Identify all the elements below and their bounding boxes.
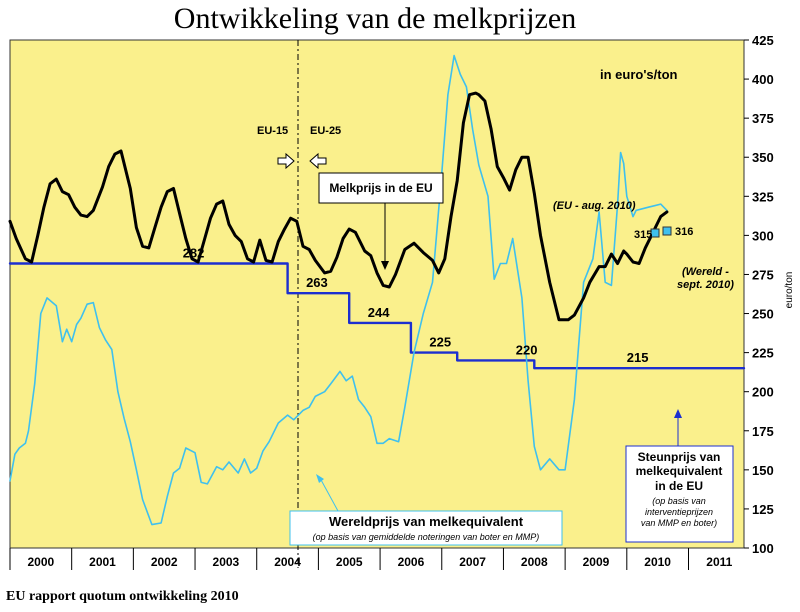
world-box-arrow xyxy=(319,477,339,512)
y-tick-label: 225 xyxy=(752,346,774,361)
world-date-note-1: (Wereld - xyxy=(682,266,729,278)
support-price-line xyxy=(8,262,746,370)
support-price-label: 282 xyxy=(183,246,205,261)
support-price-label: 263 xyxy=(306,275,328,290)
chart-title: Ontwikkeling van de melkprijzen xyxy=(173,2,577,35)
y-tick-label: 325 xyxy=(752,189,774,204)
svg-text:interventieprijzen: interventieprijzen xyxy=(645,507,713,517)
y-tick-label: 150 xyxy=(752,463,774,478)
unit-label: in euro's/ton xyxy=(600,67,678,82)
arrow-left-icon xyxy=(309,152,327,170)
series-layer xyxy=(8,54,746,526)
x-tick-label: 2000 xyxy=(27,555,54,569)
svg-text:Steunprijs van: Steunprijs van xyxy=(638,450,721,464)
y-tick-label: 300 xyxy=(752,228,774,243)
support-price-label: 215 xyxy=(627,350,649,365)
eu-date-note: (EU - aug. 2010) xyxy=(553,200,636,212)
svg-text:Wereldprijs van melkequivalent: Wereldprijs van melkequivalent xyxy=(329,514,524,529)
x-tick-label: 2007 xyxy=(459,555,486,569)
x-tick-label: 2011 xyxy=(706,555,732,569)
x-tick-label: 2002 xyxy=(151,555,178,569)
x-tick-label: 2008 xyxy=(521,555,548,569)
svg-text:(op basis van gemiddelde noter: (op basis van gemiddelde noteringen van … xyxy=(313,532,540,542)
svg-text:Melkprijs in de EU: Melkprijs in de EU xyxy=(329,181,432,195)
x-tick-label: 2009 xyxy=(583,555,610,569)
y-tick-label: 425 xyxy=(752,33,774,48)
footer-caption: EU rapport quotum ontwikkeling 2010 xyxy=(6,589,239,604)
svg-text:van MMP en boter): van MMP en boter) xyxy=(641,518,717,528)
eu-price-marker xyxy=(662,226,672,236)
eu-price-value-label: 316 xyxy=(675,226,693,238)
arrow-right-icon xyxy=(277,152,295,170)
support-price-label: 220 xyxy=(516,342,538,357)
support-price-box: Steunprijs van melkequivalent in de EU (… xyxy=(625,445,734,543)
y-tick-label: 125 xyxy=(752,502,774,517)
world-price-value-label: 315 xyxy=(634,229,652,241)
support-box-arrow-head xyxy=(674,409,682,418)
support-price-label: 244 xyxy=(368,305,390,320)
eu25-label: EU-25 xyxy=(310,125,341,137)
world-price-box: Wereldprijs van melkequivalent (op basis… xyxy=(289,510,563,546)
world-price-marker xyxy=(650,228,660,238)
x-tick-label: 2010 xyxy=(644,555,671,569)
world-price-line xyxy=(9,54,668,526)
y-tick-label: 100 xyxy=(752,541,774,556)
y-axis: 100 125 150 175 200 225 250 275 300 325 350 375 400 4… xyxy=(744,33,774,556)
eu-box-arrow-head xyxy=(381,261,389,270)
world-date-note-2: sept. 2010) xyxy=(677,279,734,291)
eu-price-box: Melkprijs in de EU xyxy=(318,172,444,204)
y-axis-title: euro/ton xyxy=(784,272,795,309)
svg-text:melkequivalent: melkequivalent xyxy=(636,464,723,478)
x-tick-label: 2001 xyxy=(89,555,116,569)
y-tick-label: 250 xyxy=(752,307,774,322)
eu-milk-price-line xyxy=(8,91,669,322)
y-tick-label: 200 xyxy=(752,385,774,400)
svg-text:in de EU: in de EU xyxy=(655,479,703,493)
eu15-label: EU-15 xyxy=(257,125,288,137)
world-box-arrow-head xyxy=(316,474,324,483)
x-tick-label: 2003 xyxy=(213,555,240,569)
support-price-label: 225 xyxy=(429,335,451,350)
svg-text:(op basis van: (op basis van xyxy=(652,496,706,506)
x-tick-label: 2005 xyxy=(336,555,363,569)
plot-background xyxy=(9,39,745,549)
y-tick-label: 350 xyxy=(752,150,774,165)
y-tick-label: 400 xyxy=(752,72,774,87)
support-price-labels: 282 263 244 225 220 215 xyxy=(183,246,649,366)
y-tick-label: 175 xyxy=(752,424,774,439)
y-tick-label: 275 xyxy=(752,267,774,282)
x-tick-label: 2004 xyxy=(274,555,301,569)
x-axis: 2000 2001 2002 2003 2004 2005 2006 2007 2008 2009… xyxy=(9,548,733,570)
x-tick-label: 2006 xyxy=(398,555,425,569)
y-tick-label: 375 xyxy=(752,111,774,126)
